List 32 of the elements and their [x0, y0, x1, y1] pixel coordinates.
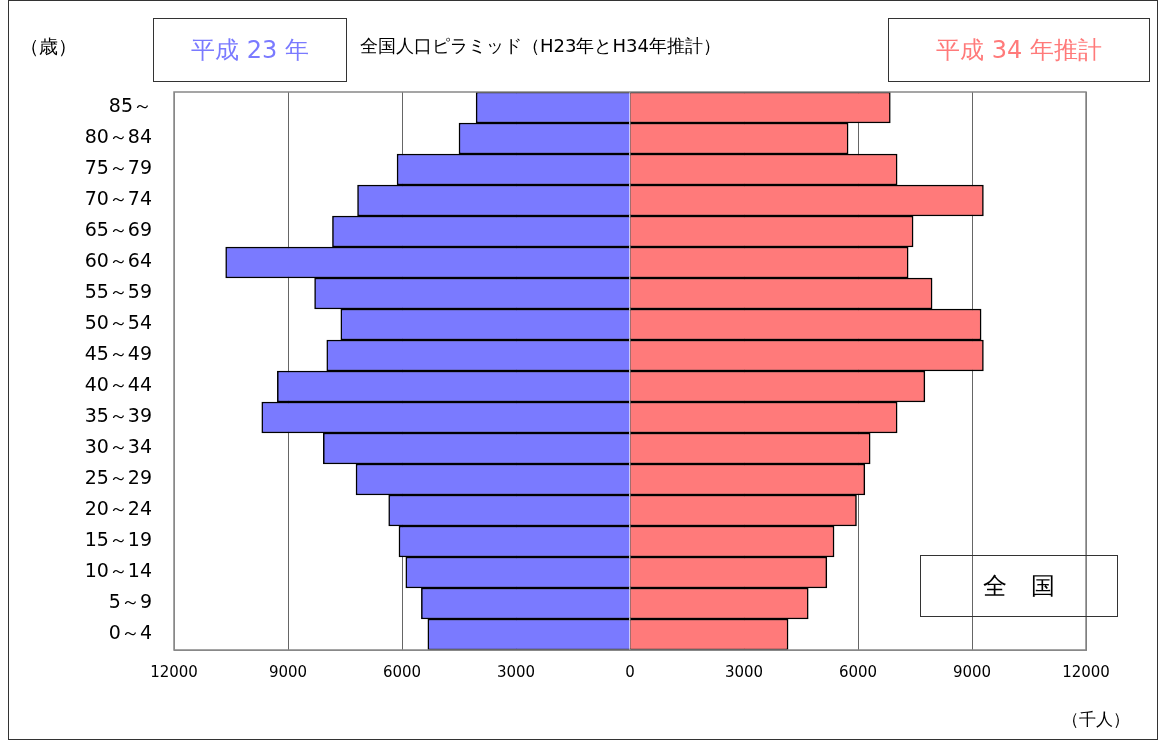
text: 平成 23 年	[153, 18, 347, 82]
y-tick-label: 50～54	[84, 311, 152, 334]
y-tick-label: 80～84	[84, 125, 152, 148]
y-tick-label: 5～9	[108, 590, 152, 613]
y-tick-label: 0～4	[108, 621, 152, 644]
x-tick-label: 9000	[268, 662, 308, 681]
x-tick-label: 9000	[952, 662, 992, 681]
y-tick-label: 85～	[108, 94, 152, 117]
y-tick-label: 60～64	[84, 249, 152, 272]
x-axis-title: （千人）	[1062, 708, 1130, 731]
y-tick-label: 65～69	[84, 218, 152, 241]
y-tick-label: 75～79	[84, 156, 152, 179]
y-tick-label: 45～49	[84, 342, 152, 365]
x-tick-label: 12000	[150, 662, 198, 681]
y-tick-label: 30～34	[84, 435, 152, 458]
y-tick-label: 10～14	[84, 559, 152, 582]
text: 平成 34 年推計	[888, 18, 1150, 82]
x-tick-label: 0	[625, 662, 635, 681]
x-tick-label: 3000	[496, 662, 536, 681]
x-tick-label: 6000	[382, 662, 422, 681]
y-tick-label: 25～29	[84, 466, 152, 489]
x-tick-label: 12000	[1062, 662, 1110, 681]
x-tick-label: 3000	[724, 662, 764, 681]
y-tick-label: 40～44	[84, 373, 152, 396]
y-tick-label: 35～39	[84, 404, 152, 427]
y-axis-title: （歳）	[20, 34, 77, 59]
y-tick-label: 55～59	[84, 280, 152, 303]
y-tick-label: 70～74	[84, 187, 152, 210]
y-tick-label: 15～19	[84, 528, 152, 551]
y-tick-label: 20～24	[84, 497, 152, 520]
x-tick-label: 6000	[838, 662, 878, 681]
chart-title: 全国人口ピラミッド（H23年とH34年推計）	[360, 34, 721, 58]
